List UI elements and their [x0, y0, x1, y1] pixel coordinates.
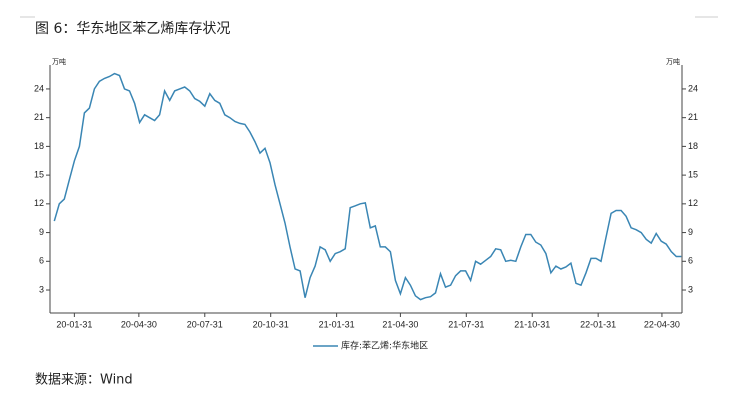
y2-tick-label: 9	[688, 227, 693, 237]
y-tick-label: 12	[34, 198, 44, 208]
x-tick-label: 22-01-31	[580, 319, 616, 329]
x-tick-label: 20-01-31	[56, 319, 92, 329]
y-unit: 万吨	[52, 57, 66, 66]
y2-unit: 万吨	[666, 57, 680, 66]
y2-tick-label: 12	[688, 198, 698, 208]
y2-tick-label: 18	[688, 141, 698, 151]
y-tick-label: 6	[39, 256, 44, 266]
y2-tick-label: 21	[688, 112, 698, 122]
x-tick-label: 20-04-30	[121, 319, 157, 329]
x-tick-label: 21-01-31	[319, 319, 355, 329]
y-tick-label: 21	[34, 112, 44, 122]
data-line	[53, 72, 682, 301]
x-tick-label: 22-04-30	[644, 319, 680, 329]
x-tick-label: 21-10-31	[514, 319, 550, 329]
x-tick-label: 20-07-31	[187, 319, 223, 329]
y2-tick-label: 6	[688, 256, 693, 266]
legend-label: 库存:苯乙烯:华东地区	[341, 340, 428, 352]
y-tick-label: 15	[34, 169, 44, 179]
source: 数据来源：Wind	[35, 373, 133, 388]
x-tick-label: 20-10-31	[253, 319, 289, 329]
y-tick-label: 18	[34, 141, 44, 151]
x-tick-label: 21-04-30	[382, 319, 418, 329]
chart-title: 图 6：华东地区苯乙烯库存状况	[35, 20, 230, 37]
y2-tick-label: 15	[688, 169, 698, 179]
y-tick-label: 3	[39, 284, 44, 294]
y-tick-label: 9	[39, 227, 44, 237]
y2-tick-label: 3	[688, 284, 693, 294]
x-tick-label: 21-07-31	[448, 319, 484, 329]
y-tick-label: 24	[34, 83, 44, 93]
y2-tick-label: 24	[688, 83, 698, 93]
